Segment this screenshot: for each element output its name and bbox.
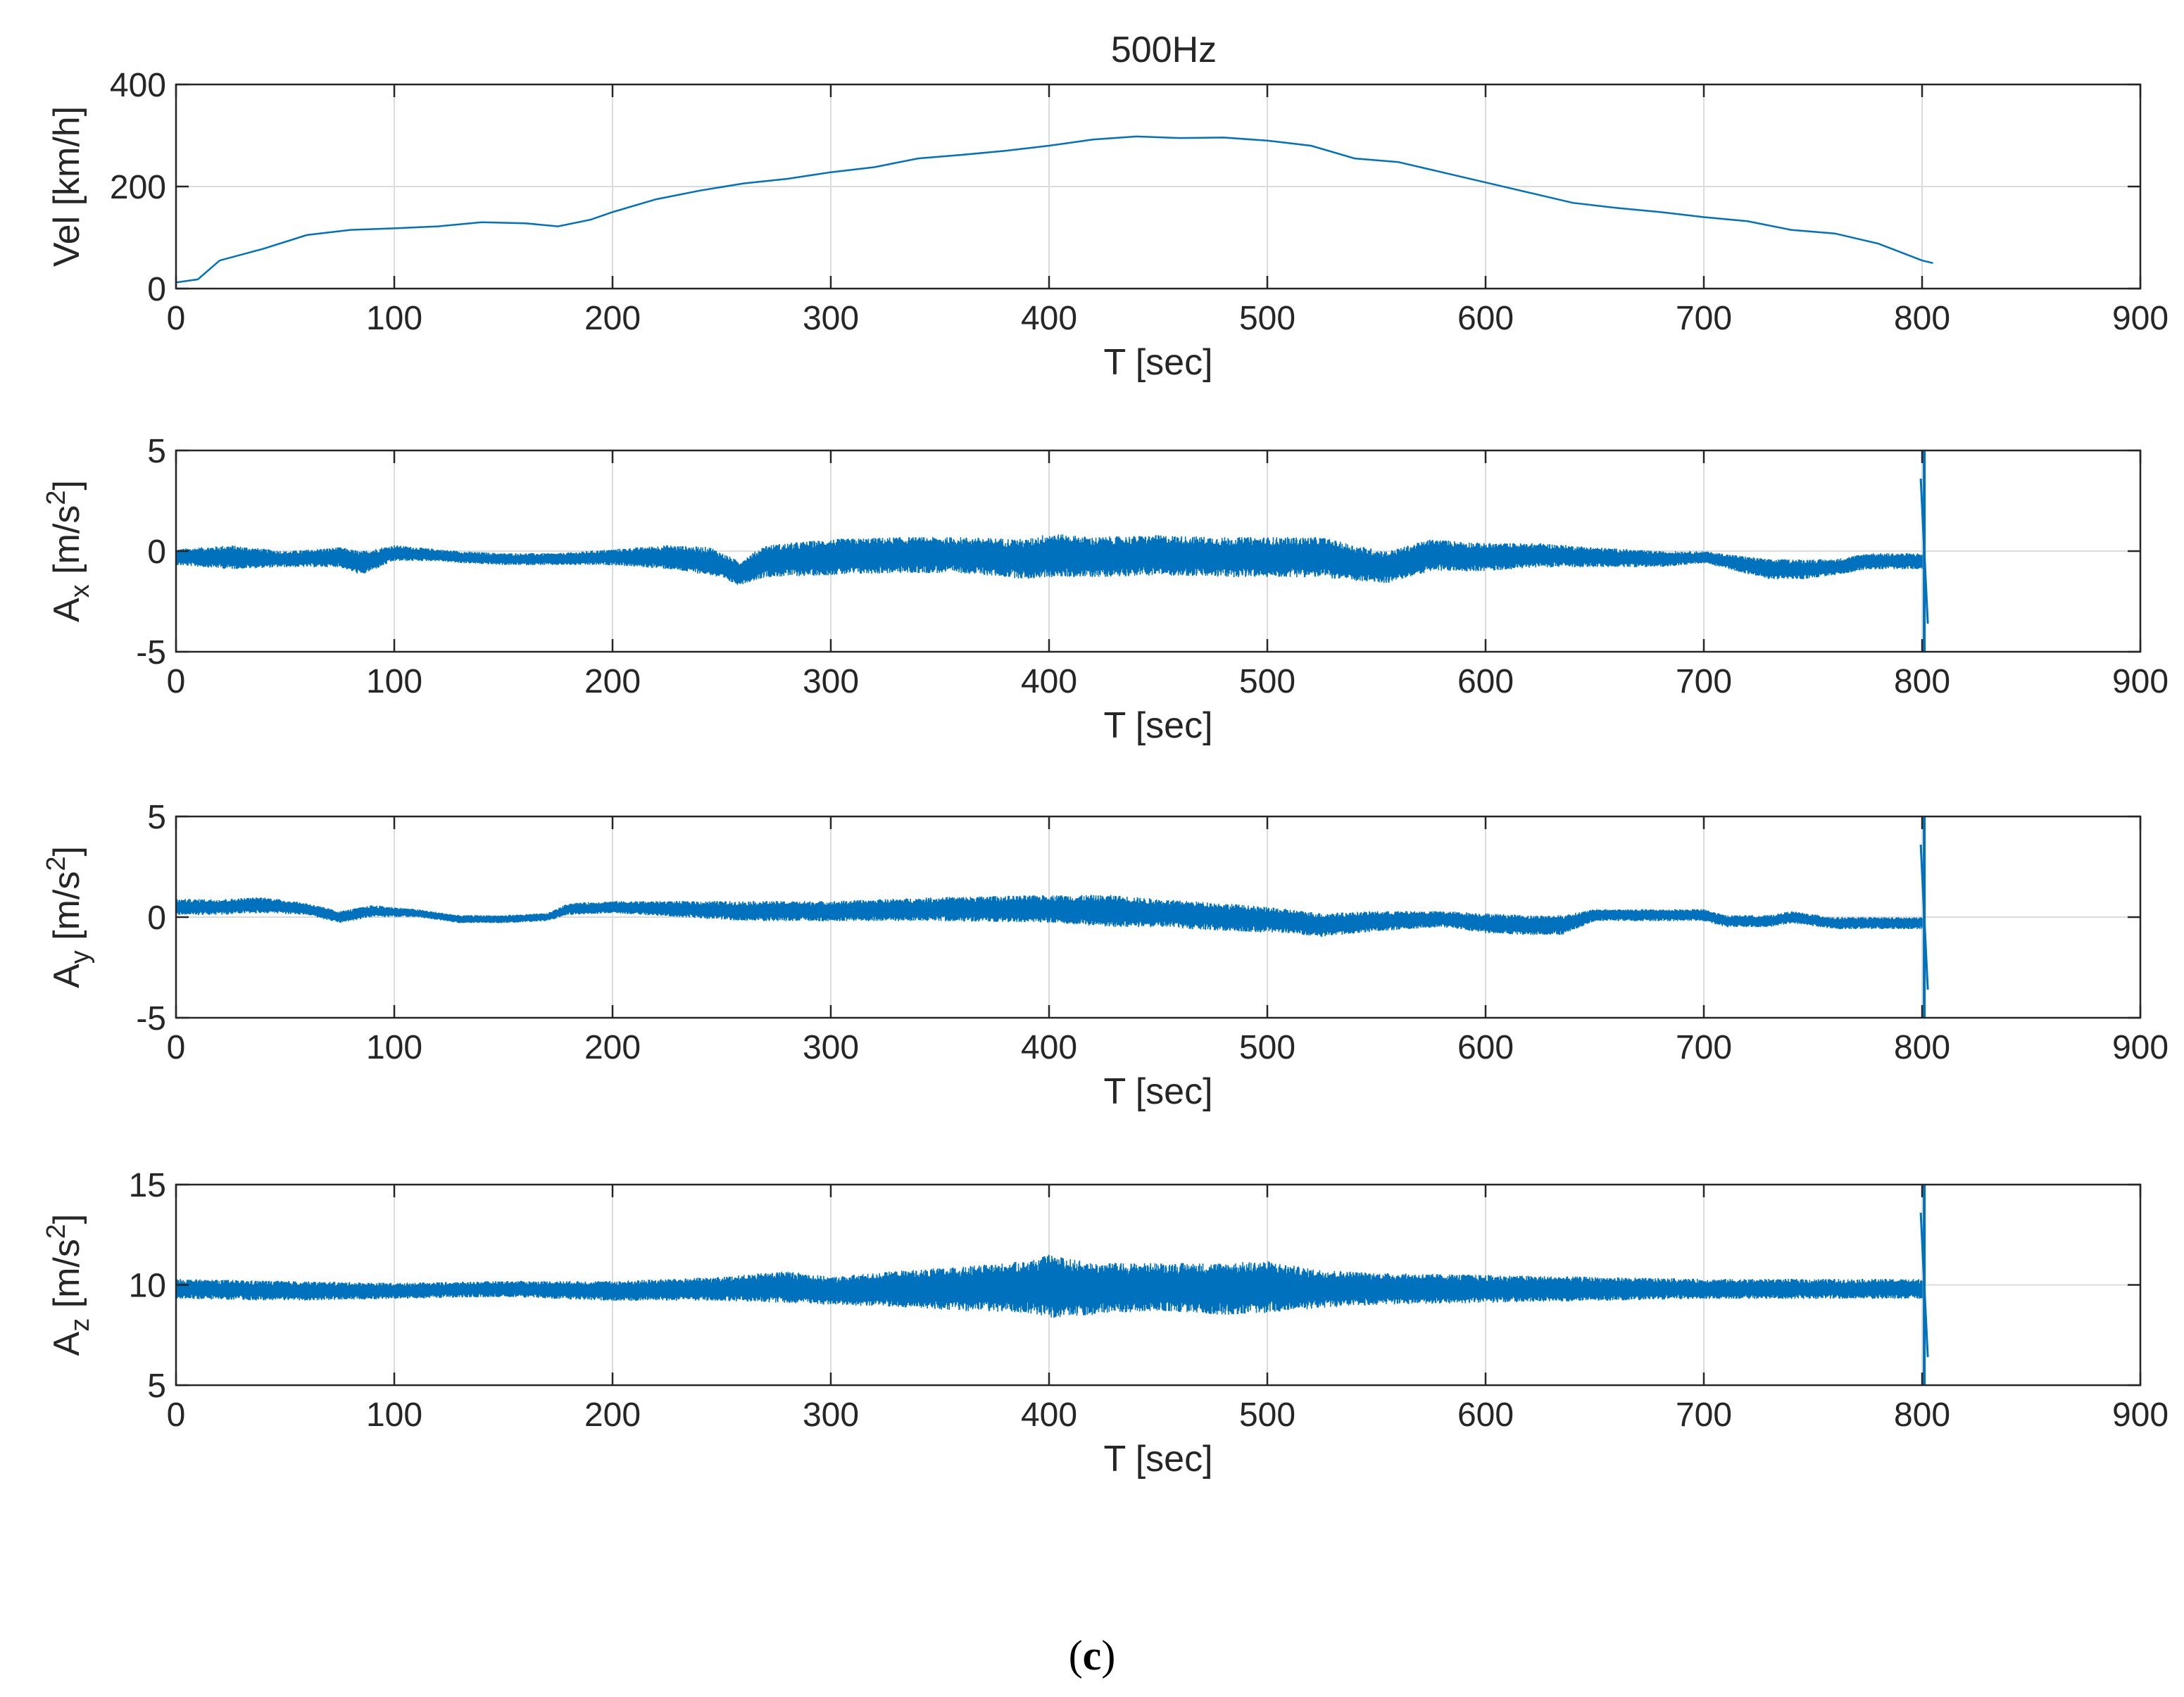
series-line-vel [175, 135, 1933, 284]
x-tick-label: 600 [1457, 1029, 1514, 1066]
x-tick-label: 900 [2112, 1396, 2169, 1434]
x-tick-label: 900 [2112, 300, 2169, 337]
x-tick-label: 800 [1894, 1029, 1950, 1066]
y-tick-label: -5 [136, 634, 166, 671]
x-tick-label: 0 [167, 1029, 186, 1066]
series-spike-oscillation [1919, 844, 1929, 990]
x-tick-label: 500 [1239, 1029, 1295, 1066]
y-tick-label: 0 [147, 271, 166, 308]
y-axis-label: Ay [m/s2] [42, 846, 95, 988]
x-tick-label: 200 [584, 1396, 641, 1434]
x-tick-label: 100 [366, 300, 422, 337]
x-tick-label: 800 [1894, 663, 1950, 700]
y-tick-label: 0 [147, 900, 166, 937]
y-tick-label: 400 [110, 67, 166, 104]
figure-title: 500Hz [1111, 30, 1217, 70]
x-tick-label: 400 [1021, 300, 1077, 337]
x-tick-label: 300 [803, 1396, 859, 1434]
y-tick-label: 5 [147, 799, 166, 836]
chart-panel-1: 0 100 200 300 400 500 600 700 800 900 0 200 400 T [se… [46, 67, 2169, 383]
x-tick-label: 700 [1676, 663, 1732, 700]
x-tick-label: 200 [584, 300, 641, 337]
x-tick-label: 600 [1457, 300, 1514, 337]
x-tick-label: 800 [1894, 300, 1950, 337]
series-spike-oscillation [1919, 1212, 1929, 1358]
x-tick-label: 200 [584, 1029, 641, 1066]
x-tick-label: 100 [366, 1396, 422, 1434]
x-axis-label: T [sec] [1103, 705, 1212, 746]
y-tick-label: -5 [136, 1000, 166, 1037]
x-tick-label: 500 [1239, 663, 1295, 700]
x-tick-label: 500 [1239, 1396, 1295, 1434]
x-axis-label: T [sec] [1103, 1439, 1212, 1480]
x-tick-label: 200 [584, 663, 641, 700]
x-tick-label: 400 [1021, 663, 1077, 700]
figure-caption: (c) [1068, 1632, 1116, 1679]
x-tick-label: 700 [1676, 300, 1732, 337]
x-tick-label: 900 [2112, 1029, 2169, 1066]
x-tick-label: 400 [1021, 1029, 1077, 1066]
y-axis-label: Ax [m/s2] [42, 480, 95, 622]
x-tick-label: 300 [803, 663, 859, 700]
x-tick-label: 0 [167, 300, 186, 337]
x-tick-label: 300 [803, 1029, 859, 1066]
chart-panel-4: 0 100 200 300 400 500 600 700 800 900 5 10 15 T [sec]… [42, 1167, 2169, 1480]
x-tick-label: 400 [1021, 1396, 1077, 1434]
y-tick-label: 0 [147, 534, 166, 571]
x-tick-label: 0 [167, 1396, 186, 1434]
x-tick-label: 700 [1676, 1396, 1732, 1434]
x-tick-label: 100 [366, 663, 422, 700]
x-tick-label: 900 [2112, 663, 2169, 700]
y-tick-label: 5 [147, 1368, 166, 1405]
y-tick-label: 5 [147, 433, 166, 470]
x-tick-label: 300 [803, 300, 859, 337]
x-tick-label: 100 [366, 1029, 422, 1066]
series-spike-oscillation [1919, 478, 1929, 624]
y-tick-label: 10 [129, 1268, 166, 1305]
y-axis-label: Vel [km/h] [46, 106, 87, 267]
series-band-a-z [175, 1254, 1923, 1318]
y-axis-label: Az [m/s2] [42, 1214, 95, 1356]
x-axis-label: T [sec] [1103, 1071, 1212, 1112]
x-tick-label: 700 [1676, 1029, 1732, 1066]
y-tick-label: 200 [110, 169, 166, 206]
y-tick-label: 15 [129, 1167, 166, 1204]
x-tick-label: 500 [1239, 300, 1295, 337]
x-tick-label: 0 [167, 663, 186, 700]
x-tick-label: 600 [1457, 1396, 1514, 1434]
x-axis-label: T [sec] [1103, 342, 1212, 383]
x-tick-label: 600 [1457, 663, 1514, 700]
x-tick-label: 800 [1894, 1396, 1950, 1434]
